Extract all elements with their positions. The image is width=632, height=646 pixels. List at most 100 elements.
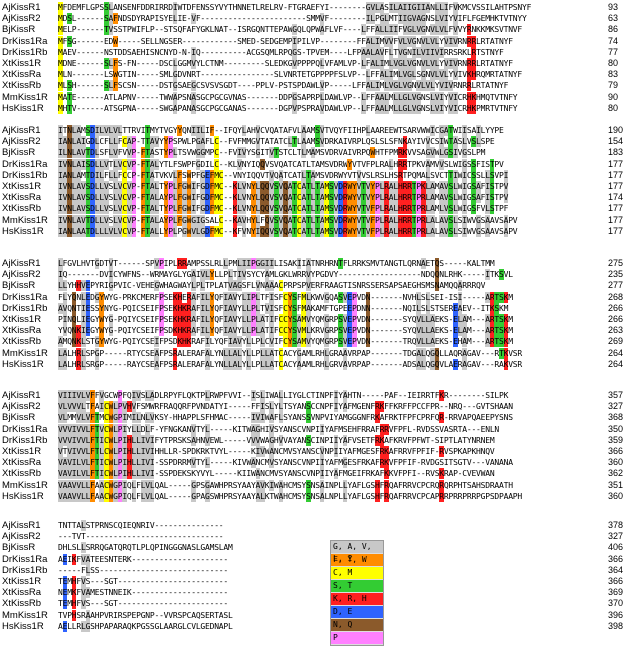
sequence-position: 368 xyxy=(608,412,624,423)
sequence-row: DrKiss1Rb VVVIVVLFTICWLPIHLLIVIFYTPRSKSAH… xyxy=(0,434,632,446)
legend-item: K, R, H xyxy=(331,593,383,606)
legend-item: G, A, V, L, I xyxy=(331,541,383,563)
sequence-row: HsKiss1R AELLRLGSHPAPARAQKPGSSGLAARGLCVLG… xyxy=(0,620,632,632)
sequence-residues: MELP------TVSSTPWIFLP--STSQFAFYGKLNAT--I… xyxy=(58,24,522,36)
sequence-position: 268 xyxy=(608,291,624,302)
sequence-name: BjKissR xyxy=(2,24,36,36)
sequence-position: 80 xyxy=(608,58,619,68)
sequence-position: 350 xyxy=(608,423,624,434)
sequence-residues: LFGVLHVTGDTVT------SPVPIPLRRAMPSSLRLLPML… xyxy=(58,258,495,269)
sequence-row: XtKissRb VAVILVLFTICWLPIHLLIVI-SSPDEKSKYV… xyxy=(0,468,632,480)
sequence-residues: IVNLAVSDLLVSLVCVP-FTALAYPLFGWIFGDFMC--KL… xyxy=(58,192,509,204)
sequence-name: XtKiss1R xyxy=(2,576,42,587)
sequence-name: HsKiss1R xyxy=(2,490,44,502)
sequence-position: 359 xyxy=(608,434,624,445)
sequence-residues: VLMMVLVFTMCWGPIMILNLVKSY-HHAPPLSFHMAC---… xyxy=(58,412,513,424)
sequence-row: AjKissR2 MDSL------SAFNDSDYRAPISYELIE-VF-… xyxy=(0,13,632,25)
sequence-residues: IANLAIGDLCFLLFCAP-TTAVYYPSPWLPGAFLC--FVF… xyxy=(58,136,495,148)
sequence-residues: ITNLAMSDILVLVLTTRVITMYTVGYYQNIILIF--IFQY… xyxy=(58,125,504,136)
sequence-residues: MFDEMFLGPSSLANSENFDDRIRRDIWTDFENSSYVYTHN… xyxy=(58,2,532,13)
sequence-row: BjKissR VLMMVLVFTMCWGPIMILNLVKSY-HHAPPLSF… xyxy=(0,412,632,424)
sequence-name: AjKissR2 xyxy=(2,531,41,543)
sequence-position: 406 xyxy=(608,542,624,553)
sequence-name: DrKiss1Ra xyxy=(2,158,48,170)
sequence-name: DrKiss1Rb xyxy=(2,169,48,181)
sequence-row: AjKissR1 LFGVLHVTGDTVT------SPVPIPLRRAMPS… xyxy=(0,258,632,269)
sequence-name: AjKissR1 xyxy=(2,2,41,13)
sequence-position: 266 xyxy=(608,314,624,324)
sequence-residues: MATE------ATLAPNV-----TWWAPSNASGCPGCGVNA… xyxy=(58,91,518,103)
sequence-position: 83 xyxy=(608,69,619,80)
sequence-row: AjKissR1 VIIIVLVFFVGCWPFQIVSLADLRPYFLQKTP… xyxy=(0,390,632,401)
sequence-name: DrKiss1Rb xyxy=(2,46,48,58)
sequence-row: AjKissR2 IANLAIGDLCFLLFCAP-TTAVYYPSPWLPGA… xyxy=(0,136,632,148)
sequence-position: 74 xyxy=(608,35,619,46)
sequence-residues: -----FLSS---------------------------- xyxy=(58,564,228,576)
sequence-residues: VVVIVVLFTICWLPIHLLIVIFYTPRSKSAHNVEWL----… xyxy=(58,434,495,446)
sequence-name: MmKiss1R xyxy=(2,479,48,491)
sequence-row: MmKiss1R LALHRLSPGP-----RTYCSEAFPSRALERAF… xyxy=(0,347,632,359)
sequence-residues: LALHRLSPGP-----RTYCSEAFPSRALERAFALYNLLAL… xyxy=(58,347,522,359)
sequence-position: 190 xyxy=(608,125,624,135)
sequence-residues: MDNE------SLFS-FN-----DSCLGGMVYLCTNM----… xyxy=(58,58,513,69)
sequence-residues: ---TVT------------------------------ xyxy=(58,532,224,542)
sequence-position: 275 xyxy=(608,258,624,268)
sequence-position: 177 xyxy=(608,169,624,180)
sequence-row: XtKissRb AMQNKLSTGYWYG-PQIYCSEIFPSDKHKRAF… xyxy=(0,336,632,348)
sequence-row: AjKissR1 ITNLAMSDILVLVLTTRVITMYTVGYYQNIIL… xyxy=(0,125,632,136)
legend-item: D, E xyxy=(331,606,383,619)
sequence-name: AjKissR1 xyxy=(2,520,41,531)
sequence-name: HsKiss1R xyxy=(2,102,44,114)
sequence-name: MmKiss1R xyxy=(2,609,48,621)
sequence-residues: PINQLIEGYWYG-PQIYCSEIFPSEKHKRAFILYQFIAVY… xyxy=(58,314,513,325)
sequence-row: HsKiss1R MHTV------ATSGPNA-----SWGAPANASG… xyxy=(0,102,632,114)
sequence-name: DrKiss1Ra xyxy=(2,423,48,435)
sequence-residues: IQ-------DVICYWFNS--WRMAYGLYGAIVLYLLPLTI… xyxy=(58,269,513,281)
sequence-name: AjKissR2 xyxy=(2,401,41,413)
sequence-name: XtKissRb xyxy=(2,80,42,92)
sequence-position: 351 xyxy=(608,479,624,490)
sequence-row: DrKiss1Ra VVVIVVLFTVCWLPIYLLDLF-YFNGKANVT… xyxy=(0,423,632,435)
sequence-name: AjKissR1 xyxy=(2,125,41,136)
sequence-row: XtKiss1R VTVIVVLFTLCWLPIHLLIVIHHLLR-SPDKR… xyxy=(0,446,632,457)
sequence-name: XtKissRb xyxy=(2,598,42,610)
sequence-name: XtKissRb xyxy=(2,203,42,215)
sequence-position: 93 xyxy=(608,2,619,12)
sequence-residues: LALHRLSRGP-----RAYCSEAFPSRALERAFALYNLLAL… xyxy=(58,358,522,370)
sequence-position: 177 xyxy=(608,158,624,169)
sequence-row: MmKiss1R IVNLAVTDLLVSLVCVP-FTALAYPLFGWGIG… xyxy=(0,214,632,226)
sequence-position: 366 xyxy=(608,553,624,564)
legend-item: F, Y, W xyxy=(331,554,383,567)
sequence-residues: AVQNTIESSYNYG-PQICSEIFPSEKHKRAFILYQFIAVY… xyxy=(58,302,509,314)
sequence-row: DrKiss1Ra IVNLAISDLLVTLVCVP-FTALYTLFSWPFG… xyxy=(0,158,632,170)
sequence-position: 266 xyxy=(608,302,624,313)
sequence-row: DrKiss1Ra FLYQNLEDGYWYG-PRKCMERFPSEKHERAF… xyxy=(0,291,632,303)
sequence-row: AjKissR2 ---TVT--------------------------… xyxy=(0,531,632,542)
sequence-position: 177 xyxy=(608,225,624,236)
sequence-row: DrKiss1Rb -----FLSS----------------------… xyxy=(0,564,632,576)
sequence-residues: VTVIVVLFTLCWLPIHLLIVIHHLLR-SPDKRKTVYL---… xyxy=(58,446,495,457)
sequence-position: 77 xyxy=(608,46,619,57)
sequence-row: DrKiss1Rb IANLAMTDILFLLFCCP-FTATVKVLFSWPF… xyxy=(0,169,632,181)
sequence-name: DrKiss1Ra xyxy=(2,553,48,565)
sequence-position: 370 xyxy=(608,598,624,609)
sequence-name: XtKissRa xyxy=(2,69,42,81)
sequence-row: XtKissRa NEMKFVAMESTNNEIK----------------… xyxy=(0,587,632,599)
sequence-position: 174 xyxy=(608,192,624,203)
sequence-residues: DHLSLLSRRQGATQRQTLPLQPINGGGNASLGAMSLAM xyxy=(58,542,233,554)
sequence-residues: VVVIVVLFTVCWLPIYLLDLF-YFNGKANVTYL-----KI… xyxy=(58,423,500,435)
sequence-position: 277 xyxy=(608,280,624,291)
sequence-residues: VAAVVLLFAACWGPIQLFLVLQAL-----GPSGAWHPRSY… xyxy=(58,479,513,491)
sequence-name: DrKiss1Rb xyxy=(2,302,48,314)
sequence-name: DrKiss1Rb xyxy=(2,434,48,446)
sequence-residues: VAVILVLFTICWLPIHLLIVI-SSPDEKSKYVYL-----K… xyxy=(58,468,495,480)
sequence-row: XtKissRa YVQNKIEGYWYG-PQIYCSEIFPSDKHKRAFI… xyxy=(0,325,632,337)
sequence-name: XtKiss1R xyxy=(2,446,42,457)
sequence-name: XtKissRa xyxy=(2,325,42,337)
sequence-position: 269 xyxy=(608,336,624,347)
sequence-residues: MFSG------EDW-----SELLNGSER------------S… xyxy=(58,35,513,47)
sequence-row: XtKiss1R MDNE------SLFS-FN-----DSCLGGMVYL… xyxy=(0,58,632,69)
sequence-row: XtKiss1R TEMHFVS---SGT-------------------… xyxy=(0,576,632,587)
sequence-residues: IVNLAISDLLVTLVCVP-FTALYTLFSWPFGDILC--KLV… xyxy=(58,158,504,170)
sequence-name: MmKiss1R xyxy=(2,347,48,359)
